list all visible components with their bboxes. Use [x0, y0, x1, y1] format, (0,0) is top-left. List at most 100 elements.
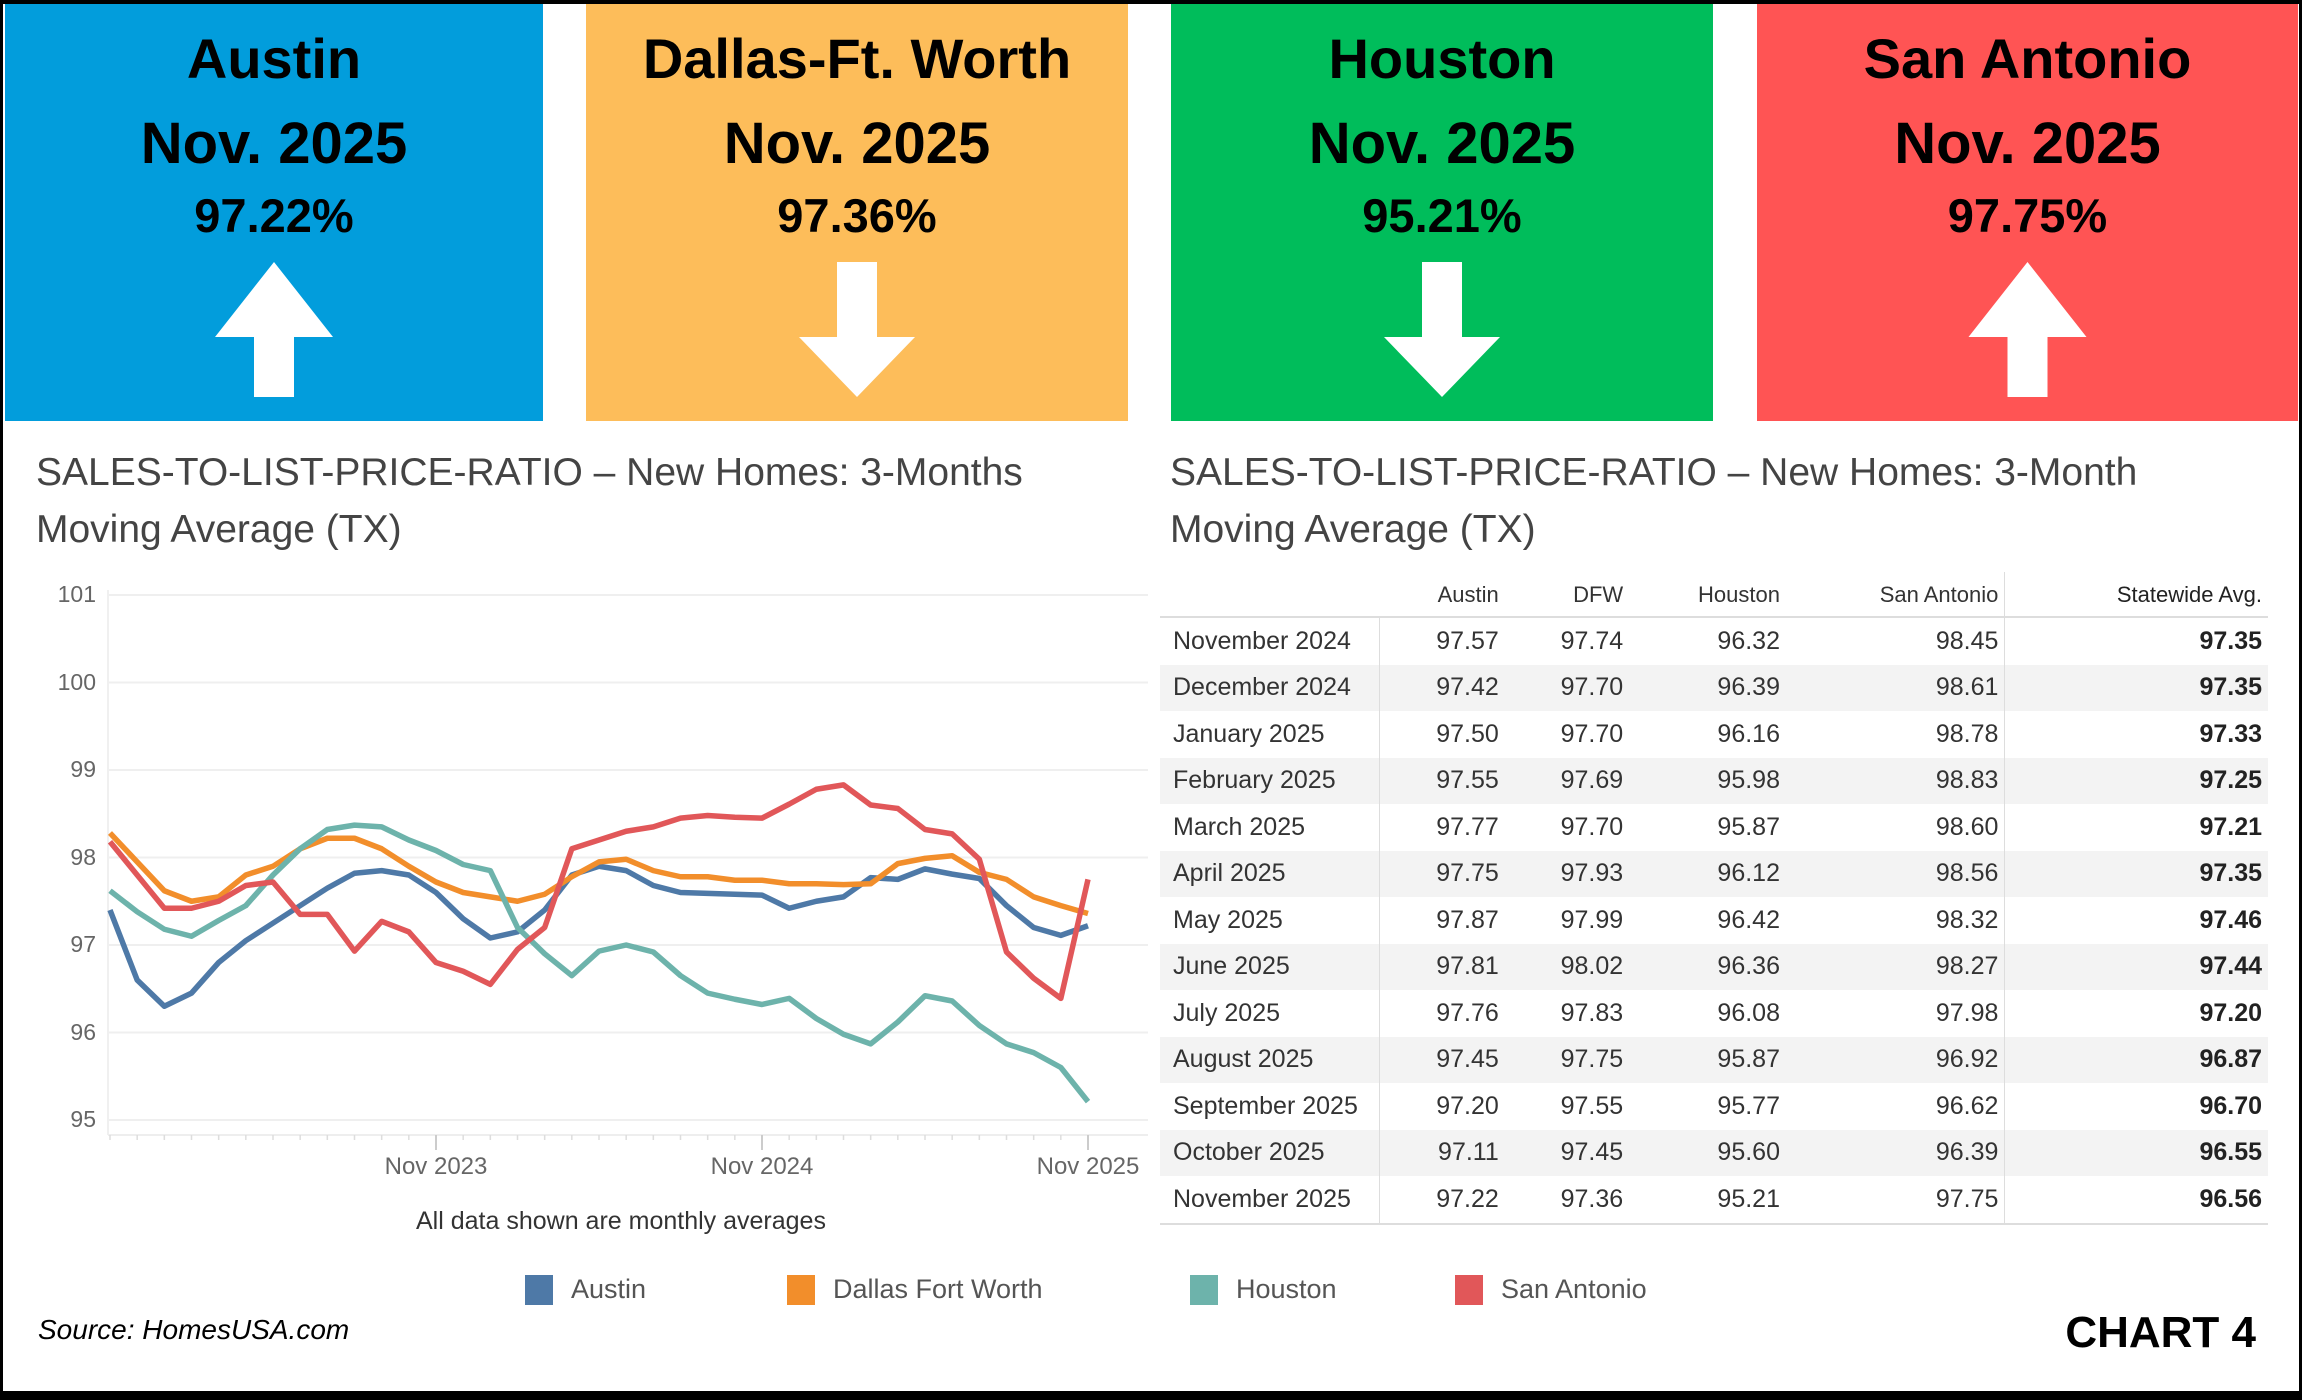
table-header: Austin DFW Houston San Antonio Statewide Avg… — [1160, 572, 2268, 618]
table-cell: 97.87 — [1436, 905, 1499, 934]
card-city: Dallas-Ft. Worth — [642, 27, 1072, 90]
card-value: 97.22% — [194, 189, 354, 242]
card-value: 97.36% — [777, 189, 937, 242]
x-tick-label: Nov 2023 — [384, 1153, 488, 1180]
table-cell: 97.77 — [1436, 812, 1499, 841]
row-label: September 2025 — [1160, 1083, 1380, 1130]
arrow-up-icon — [215, 262, 333, 397]
table-cell: 97.20 — [2004, 990, 2268, 1037]
row-label: November 2025 — [1160, 1176, 1380, 1225]
top-border — [0, 0, 2302, 4]
table-cell: 97.22 — [1379, 1176, 1505, 1225]
card-value: 97.75% — [1947, 189, 2108, 242]
y-tick-label: 100 — [57, 668, 96, 695]
table-title: SALES-TO-LIST-PRICE-RATIO – New Homes: 3… — [1170, 451, 2138, 551]
table-cell: 95.77 — [1717, 1091, 1780, 1120]
table-cell: 96.32 — [1717, 626, 1780, 655]
legend-label: Houston — [1236, 1274, 1337, 1304]
table-cell: 97.45 — [1379, 1036, 1505, 1083]
table-cell: 95.60 — [1629, 1129, 1786, 1176]
table-cell: 97.46 — [2004, 897, 2268, 944]
table-row: January 2025 97.50 97.70 96.16 98.78 97.33 — [1160, 711, 2268, 758]
row-label: January 2025 — [1160, 711, 1380, 758]
row-label: December 2024 — [1160, 664, 1380, 711]
table-cell: 97.57 — [1436, 626, 1499, 655]
card-city: San Antonio — [1863, 27, 2192, 90]
table-row: September 2025 97.20 97.55 95.77 96.62 96.70 — [1160, 1083, 2268, 1130]
table-cell: 97.81 — [1379, 943, 1505, 990]
chart-note: All data shown are monthly averages — [416, 1207, 826, 1235]
summary-card: San Antonio Nov. 2025 97.75% — [1757, 4, 2298, 421]
row-label: October 2025 — [1160, 1129, 1380, 1176]
table-cell: 96.56 — [2004, 1176, 2268, 1225]
bottom-border — [0, 1394, 2302, 1400]
table-cell: 95.87 — [1717, 812, 1780, 841]
table-cell: 96.70 — [2004, 1083, 2268, 1130]
table-cell: 97.33 — [2004, 711, 2268, 758]
row-label: June 2025 — [1160, 943, 1380, 990]
table-cell: 98.45 — [1935, 626, 1999, 655]
source-text: Source: HomesUSA.com — [38, 1314, 350, 1345]
card-period: Nov. 2025 — [1308, 111, 1576, 176]
table-cell: 97.44 — [2004, 943, 2268, 990]
table-row: October 2025 97.11 97.45 95.60 96.39 96.55 — [1160, 1129, 2268, 1176]
data-table: Austin DFW Houston San Antonio Statewide Avg… — [1160, 572, 2268, 1225]
table-cell: 95.21 — [1629, 1176, 1786, 1225]
table-cell: 97.35 — [2004, 617, 2268, 665]
table-cell: 97.76 — [1436, 998, 1499, 1027]
table-cell: 96.08 — [1717, 998, 1780, 1027]
column-header: San Antonio — [1785, 572, 2005, 618]
table-cell: 97.21 — [2004, 804, 2268, 851]
card-period: Nov. 2025 — [140, 111, 408, 176]
table-cell: 97.42 — [1379, 664, 1505, 711]
table-row: June 2025 97.81 98.02 96.36 98.27 97.44 — [1160, 943, 2268, 990]
column-header: Austin — [1379, 572, 1505, 618]
table-cell: 97.45 — [1504, 1129, 1630, 1176]
row-label: August 2025 — [1160, 1036, 1380, 1083]
table-cell: 97.69 — [1504, 757, 1630, 804]
table-cell: 97.70 — [1560, 719, 1624, 748]
column-header: Statewide Avg. — [2004, 572, 2268, 618]
table-cell: 98.32 — [1935, 905, 1999, 934]
legend-item: Houston — [1190, 1274, 1337, 1305]
legend-swatch — [525, 1274, 553, 1305]
row-label: July 2025 — [1160, 990, 1380, 1037]
table-cell: 98.83 — [1785, 757, 2005, 804]
y-tick-label: 96 — [70, 1018, 96, 1045]
legend-swatch — [1190, 1274, 1218, 1305]
table-cell: 95.98 — [1629, 757, 1786, 804]
y-tick-label: 97 — [70, 931, 96, 957]
table-cell: 97.55 — [1379, 757, 1505, 804]
legend-swatch — [787, 1274, 815, 1305]
card-period: Nov. 2025 — [723, 111, 991, 176]
table-row: July 2025 97.76 97.83 96.08 97.98 97.20 — [1160, 990, 2268, 1037]
table-cell: 97.75 — [1379, 850, 1505, 897]
legend-label: San Antonio — [1501, 1274, 1647, 1304]
table-row: August 2025 97.45 97.75 95.87 96.92 96.87 — [1160, 1036, 2268, 1083]
table-cell: 97.93 — [1504, 850, 1630, 897]
table-cell: 96.39 — [1629, 664, 1786, 711]
legend-item: Austin — [525, 1274, 646, 1305]
table-cell: 96.62 — [1935, 1091, 1999, 1120]
card-city: Houston — [1328, 27, 1556, 90]
arrow-up-icon — [1968, 262, 2087, 397]
table-cell: 98.78 — [1935, 719, 1999, 748]
row-label: November 2024 — [1160, 617, 1380, 665]
y-tick-label: 98 — [70, 843, 96, 870]
column-header — [1160, 572, 1380, 618]
table-cell: 97.35 — [2004, 664, 2268, 711]
card-value: 95.21% — [1362, 189, 1522, 242]
table-cell: 97.55 — [1560, 1091, 1624, 1120]
table-cell: 97.75 — [1504, 1036, 1630, 1083]
table-cell: 98.60 — [1935, 812, 1999, 841]
table-cell: 97.74 — [1560, 626, 1624, 655]
table-row: November 2024 97.57 97.74 96.32 98.45 97.35 — [1160, 617, 2268, 665]
table-cell: 96.36 — [1629, 943, 1786, 990]
table-cell: 98.56 — [1785, 850, 2005, 897]
table-cell: 95.87 — [1629, 1036, 1786, 1083]
table-cell: 97.25 — [2004, 757, 2268, 804]
x-tick-label: Nov 2025 — [1036, 1153, 1140, 1180]
line-chart-title: SALES-TO-LIST-PRICE-RATIO – New Homes: 3… — [36, 451, 1023, 551]
y-tick-label: 95 — [70, 1106, 96, 1132]
